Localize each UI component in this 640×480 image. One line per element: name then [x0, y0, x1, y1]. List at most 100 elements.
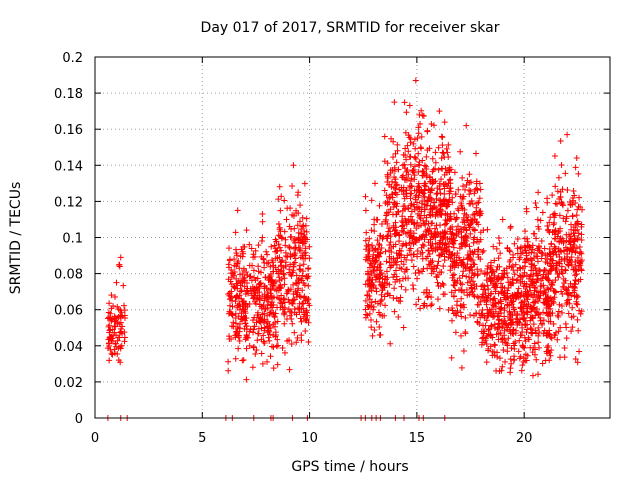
data-point — [381, 158, 388, 165]
data-point — [450, 293, 457, 300]
data-point — [440, 282, 447, 289]
data-point — [288, 300, 295, 307]
data-point — [472, 150, 479, 157]
data-point — [463, 273, 470, 280]
data-point — [449, 307, 456, 314]
data-point — [420, 168, 427, 175]
data-point — [483, 294, 490, 301]
data-point — [531, 340, 538, 347]
data-point — [232, 284, 239, 291]
data-point — [509, 279, 516, 286]
data-point — [435, 166, 442, 173]
data-point — [398, 283, 405, 290]
data-point — [538, 320, 545, 327]
data-point — [493, 245, 500, 252]
data-point — [419, 172, 426, 179]
data-point — [372, 180, 379, 187]
data-point — [506, 258, 513, 265]
data-point — [391, 258, 398, 265]
data-point — [561, 248, 568, 255]
data-point — [541, 287, 548, 294]
data-point — [553, 260, 560, 267]
data-point — [464, 292, 471, 299]
data-point — [546, 260, 553, 267]
data-point — [564, 297, 571, 304]
data-point — [463, 233, 470, 240]
data-point — [384, 220, 391, 227]
data-point — [384, 274, 391, 281]
data-point — [557, 354, 564, 361]
data-point — [484, 269, 491, 276]
data-point — [264, 292, 271, 299]
data-point — [370, 306, 377, 313]
data-point — [487, 259, 494, 266]
data-point — [106, 300, 113, 307]
x-tick-label: 15 — [409, 431, 426, 446]
data-point — [410, 240, 417, 247]
data-point — [477, 298, 484, 305]
data-point — [436, 241, 443, 248]
data-point — [259, 218, 266, 225]
data-point — [434, 185, 441, 192]
data-point — [512, 261, 519, 268]
data-point — [459, 174, 466, 181]
data-point — [282, 236, 289, 243]
data-point — [573, 220, 580, 227]
data-point — [565, 284, 572, 291]
data-point — [529, 372, 536, 379]
data-point — [300, 313, 307, 320]
data-point — [554, 188, 561, 195]
data-point — [438, 155, 445, 162]
data-point — [241, 325, 248, 332]
data-point — [528, 260, 535, 267]
data-point — [505, 279, 512, 286]
data-point — [278, 296, 285, 303]
data-point — [392, 176, 399, 183]
data-point — [508, 360, 515, 367]
data-point — [386, 259, 393, 266]
data-point — [474, 266, 481, 273]
data-point — [449, 304, 456, 311]
data-point — [107, 310, 114, 317]
data-point — [445, 306, 452, 313]
data-point — [546, 349, 553, 356]
data-point — [425, 220, 432, 227]
data-point — [240, 243, 247, 250]
data-point — [401, 161, 408, 168]
data-point — [454, 298, 461, 305]
data-point — [286, 366, 293, 373]
data-point — [574, 316, 581, 323]
data-point — [466, 171, 473, 178]
data-point — [306, 255, 313, 262]
data-point — [557, 194, 564, 201]
data-point — [414, 135, 421, 142]
data-point — [442, 216, 449, 223]
data-point — [289, 320, 296, 327]
data-point — [415, 150, 422, 157]
data-point — [381, 293, 388, 300]
data-point — [477, 186, 484, 193]
data-point — [428, 301, 435, 308]
data-point — [507, 295, 514, 302]
data-point — [119, 323, 126, 330]
data-point — [458, 226, 465, 233]
data-point — [520, 344, 527, 351]
data-point — [406, 134, 413, 141]
data-point — [552, 183, 559, 190]
data-point — [460, 347, 467, 354]
data-point — [475, 254, 482, 261]
data-point — [363, 229, 370, 236]
data-point — [424, 253, 431, 260]
y-tick-label: 0.1 — [62, 232, 83, 247]
data-point — [279, 344, 286, 351]
data-point — [473, 310, 480, 317]
data-point — [425, 227, 432, 234]
data-point — [492, 281, 499, 288]
data-point — [279, 257, 286, 264]
data-point — [524, 238, 531, 245]
data-point — [393, 159, 400, 166]
data-point — [479, 306, 486, 313]
data-point — [297, 293, 304, 300]
data-point — [467, 230, 474, 237]
data-point — [557, 137, 564, 144]
